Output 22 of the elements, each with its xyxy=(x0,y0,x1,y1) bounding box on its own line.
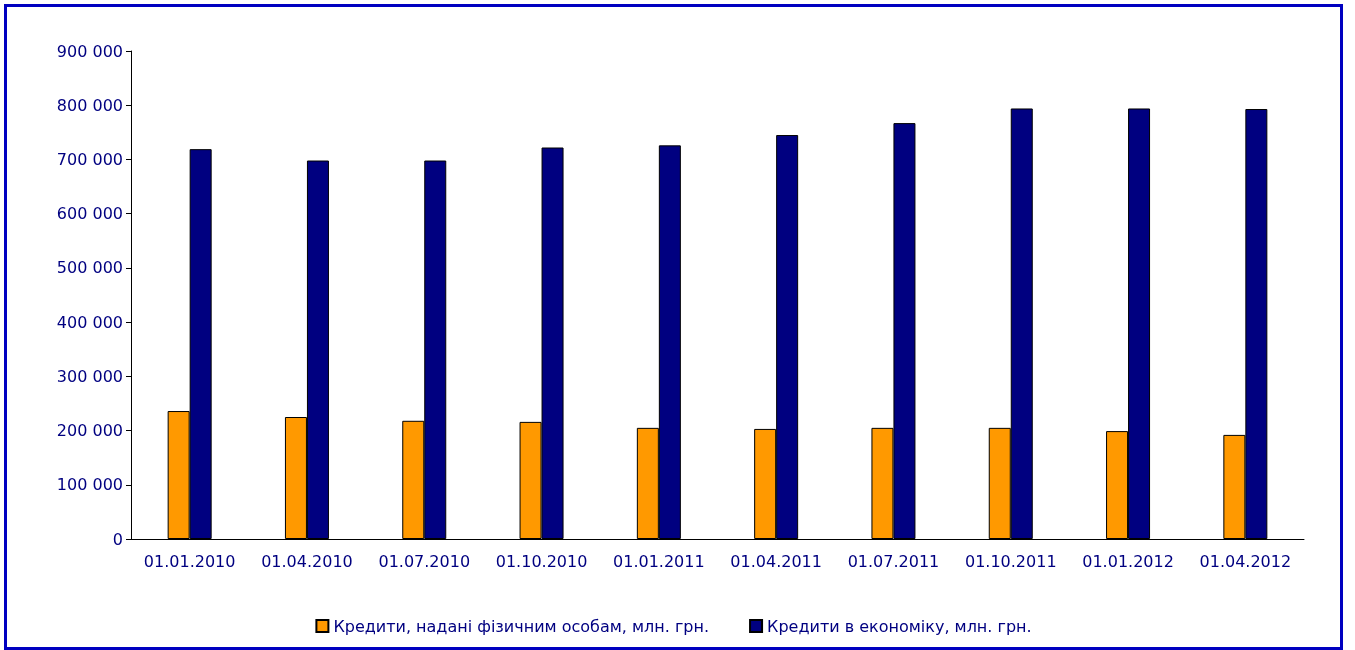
x-tick-label: 01.01.2012 xyxy=(1082,551,1174,571)
x-tick-label: 01.04.2010 xyxy=(261,551,353,571)
y-tick-label: 200 000 xyxy=(56,421,123,441)
x-tick-label: 01.10.2011 xyxy=(964,551,1057,571)
y-tick-label: 300 000 xyxy=(56,366,123,386)
y-tick-label: 700 000 xyxy=(56,149,123,169)
x-tick-label: 01.07.2011 xyxy=(847,551,940,571)
x-tick-label: 01.01.2011 xyxy=(613,551,705,571)
legend-label: Кредити в економіку, млн. грн. xyxy=(767,616,1032,636)
x-tick-label: 01.04.2011 xyxy=(730,551,822,571)
x-tick-label: 01.10.2010 xyxy=(495,551,588,571)
y-tick-label: 900 000 xyxy=(56,41,123,61)
y-tick-label: 400 000 xyxy=(56,312,123,332)
y-tick-label: 100 000 xyxy=(56,475,123,495)
x-tick-label: 01.07.2010 xyxy=(378,551,471,571)
y-tick-label: 800 000 xyxy=(56,95,123,115)
y-tick-label: 600 000 xyxy=(56,204,123,224)
x-tick-label: 01.04.2012 xyxy=(1199,551,1292,571)
y-tick-label: 0 xyxy=(112,529,123,549)
legend-label: Кредити, надані фізичним особам, млн. грн. xyxy=(333,616,710,636)
y-tick-label: 500 000 xyxy=(56,258,123,278)
x-tick-label: 01.01.2010 xyxy=(143,551,236,571)
